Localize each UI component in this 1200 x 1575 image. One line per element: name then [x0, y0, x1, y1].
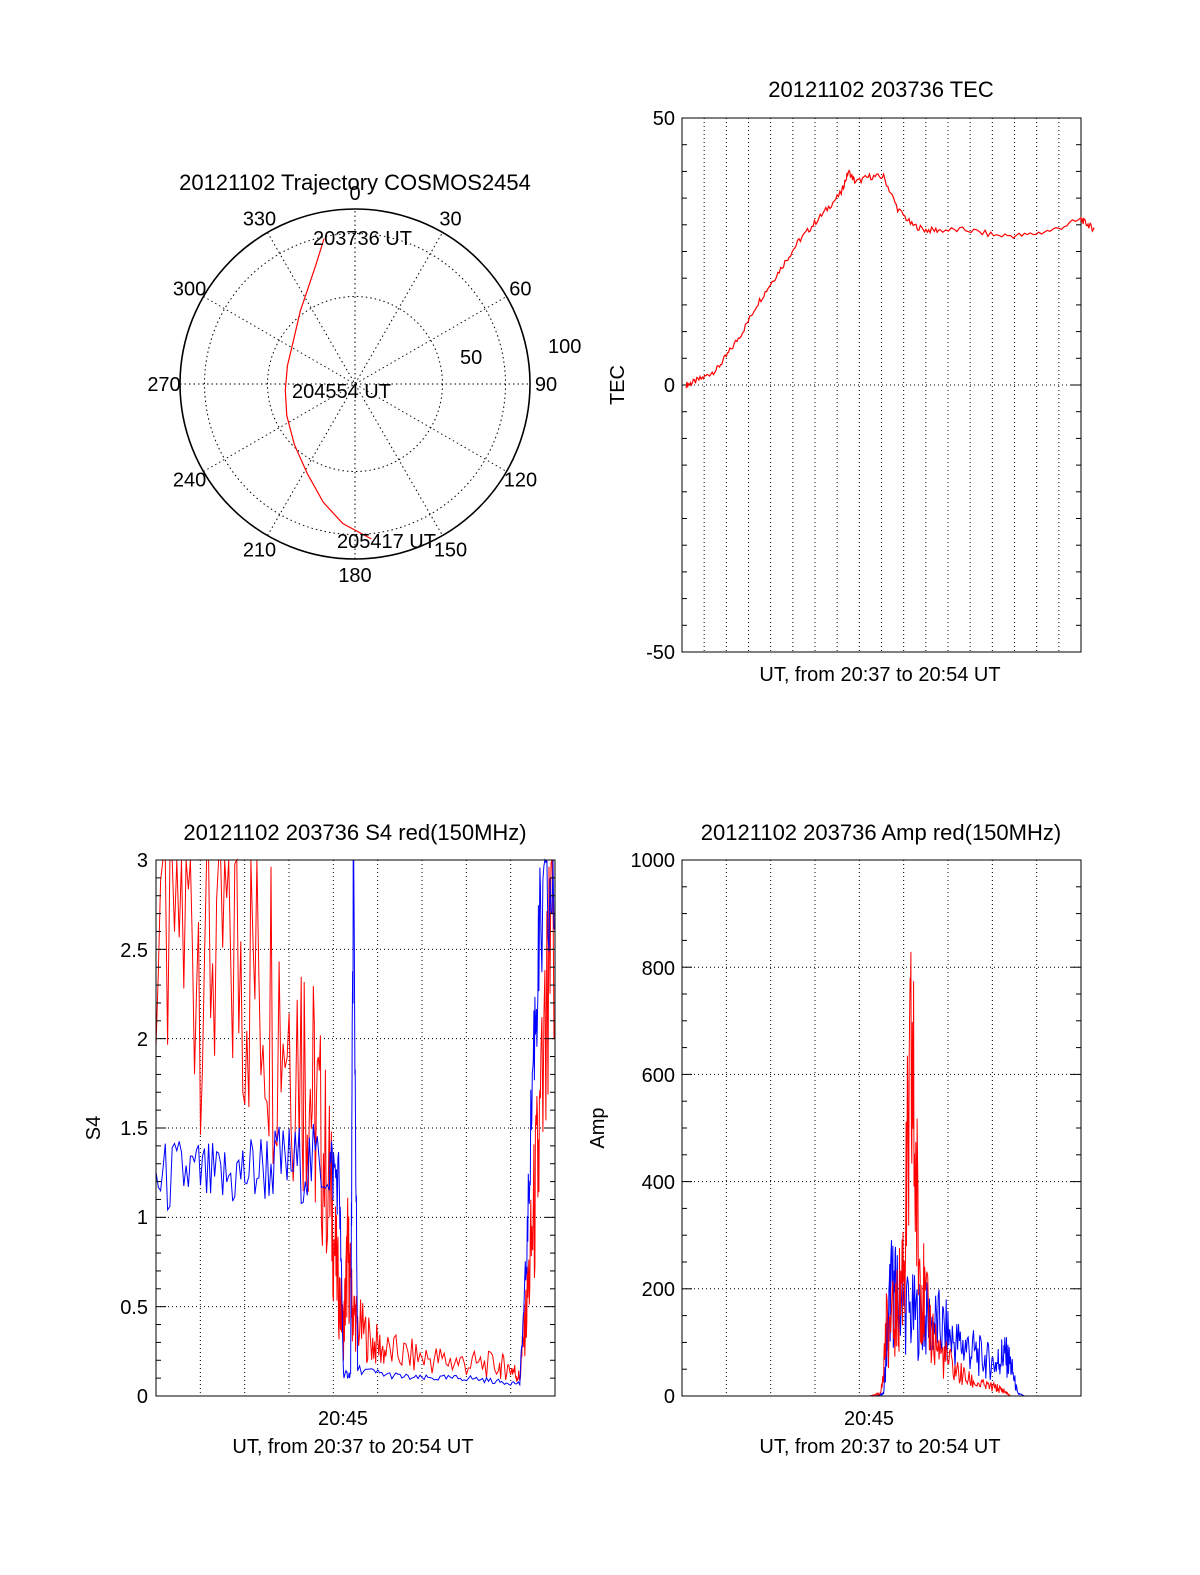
azimuth-label-210: 210	[243, 539, 276, 561]
amp-ytick-800: 800	[642, 958, 675, 980]
azimuth-label-150: 150	[434, 539, 467, 561]
s4-ticks	[156, 859, 555, 1397]
s4-ytick-2-5: 2.5	[120, 940, 148, 962]
amp-ylabel: Amp	[587, 1107, 609, 1148]
amp-series-blue	[686, 1240, 1078, 1397]
azimuth-label-330: 330	[243, 209, 276, 231]
tec-title: 20121102 203736 TEC	[768, 77, 994, 102]
azimuth-label-60: 60	[509, 279, 531, 301]
amp-ytick-200: 200	[642, 1279, 675, 1301]
tec-xlabel: UT, from 20:37 to 20:54 UT	[759, 664, 1000, 686]
s4-panel: 20121102 203736 S4 red(150MHz) 0 0.5 1 1…	[83, 820, 556, 1458]
tec-ytick-50: 50	[653, 108, 675, 130]
s4-series	[155, 858, 555, 1387]
azimuth-label-120: 120	[504, 470, 537, 492]
radial-label-100: 100	[548, 336, 581, 358]
amp-series-red	[686, 951, 1011, 1397]
annotation-start-time: 203736 UT	[313, 228, 412, 250]
azimuth-label-300: 300	[173, 279, 206, 301]
amp-ytick-0: 0	[664, 1386, 675, 1408]
amp-plot-frame	[681, 859, 1082, 1397]
radial-label-50: 50	[460, 347, 482, 369]
s4-series-blue	[155, 858, 555, 1387]
amp-xlabel: UT, from 20:37 to 20:54 UT	[759, 1436, 1000, 1458]
amp-ytick-400: 400	[642, 1172, 675, 1194]
s4-ytick-0: 0	[137, 1386, 148, 1408]
azimuth-label-180: 180	[338, 565, 371, 587]
s4-ytick-1-5: 1.5	[120, 1118, 148, 1140]
annotation-end-time: 205417 UT	[337, 531, 436, 553]
trajectory-panel: 20121102 Trajectory COSMOS2454 0 30 60 90 12…	[147, 170, 581, 587]
polar-azimuth-labels: 0 30 60 90 120 150 180 210 240 270 300 330	[147, 183, 557, 587]
amp-panel: 20121102 203736 Amp red(150MHz) 0 200 40…	[587, 820, 1082, 1458]
s4-xtick-2045: 20:45	[318, 1408, 368, 1430]
azimuth-label-270: 270	[147, 374, 180, 396]
amp-grid	[682, 860, 1081, 1396]
s4-ytick-1: 1	[137, 1207, 148, 1229]
s4-ytick-0-5: 0.5	[120, 1297, 148, 1319]
azimuth-label-240: 240	[173, 470, 206, 492]
tec-series-red	[685, 169, 1095, 389]
azimuth-label-0: 0	[349, 183, 360, 205]
s4-title: 20121102 203736 S4 red(150MHz)	[183, 820, 526, 845]
amp-ytick-600: 600	[642, 1065, 675, 1087]
tec-ytick-minus50: -50	[646, 642, 675, 664]
s4-ytick-2: 2	[137, 1029, 148, 1051]
azimuth-label-30: 30	[439, 209, 461, 231]
amp-ticks	[682, 859, 1081, 1397]
trajectory-title: 20121102 Trajectory COSMOS2454	[179, 170, 531, 195]
s4-grid	[156, 860, 555, 1396]
trajectory-series-red	[284, 238, 372, 540]
tec-panel: 20121102 203736 TEC 50 0 -50 TEC UT, fro…	[607, 77, 1095, 686]
s4-ytick-3: 3	[137, 850, 148, 872]
polar-grid	[179, 208, 531, 560]
tec-ylabel: TEC	[607, 365, 629, 405]
azimuth-label-90: 90	[535, 374, 557, 396]
tec-ticks	[682, 117, 1081, 653]
amp-xtick-2045: 20:45	[844, 1408, 894, 1430]
s4-xlabel: UT, from 20:37 to 20:54 UT	[232, 1436, 473, 1458]
annotation-mid-time: 204554 UT	[292, 381, 391, 403]
amp-series	[686, 951, 1078, 1397]
amp-title: 20121102 203736 Amp red(150MHz)	[701, 820, 1061, 845]
tec-ytick-0: 0	[664, 375, 675, 397]
amp-ytick-1000: 1000	[631, 850, 676, 872]
s4-ylabel: S4	[83, 1116, 105, 1140]
tec-grid	[682, 118, 1081, 652]
